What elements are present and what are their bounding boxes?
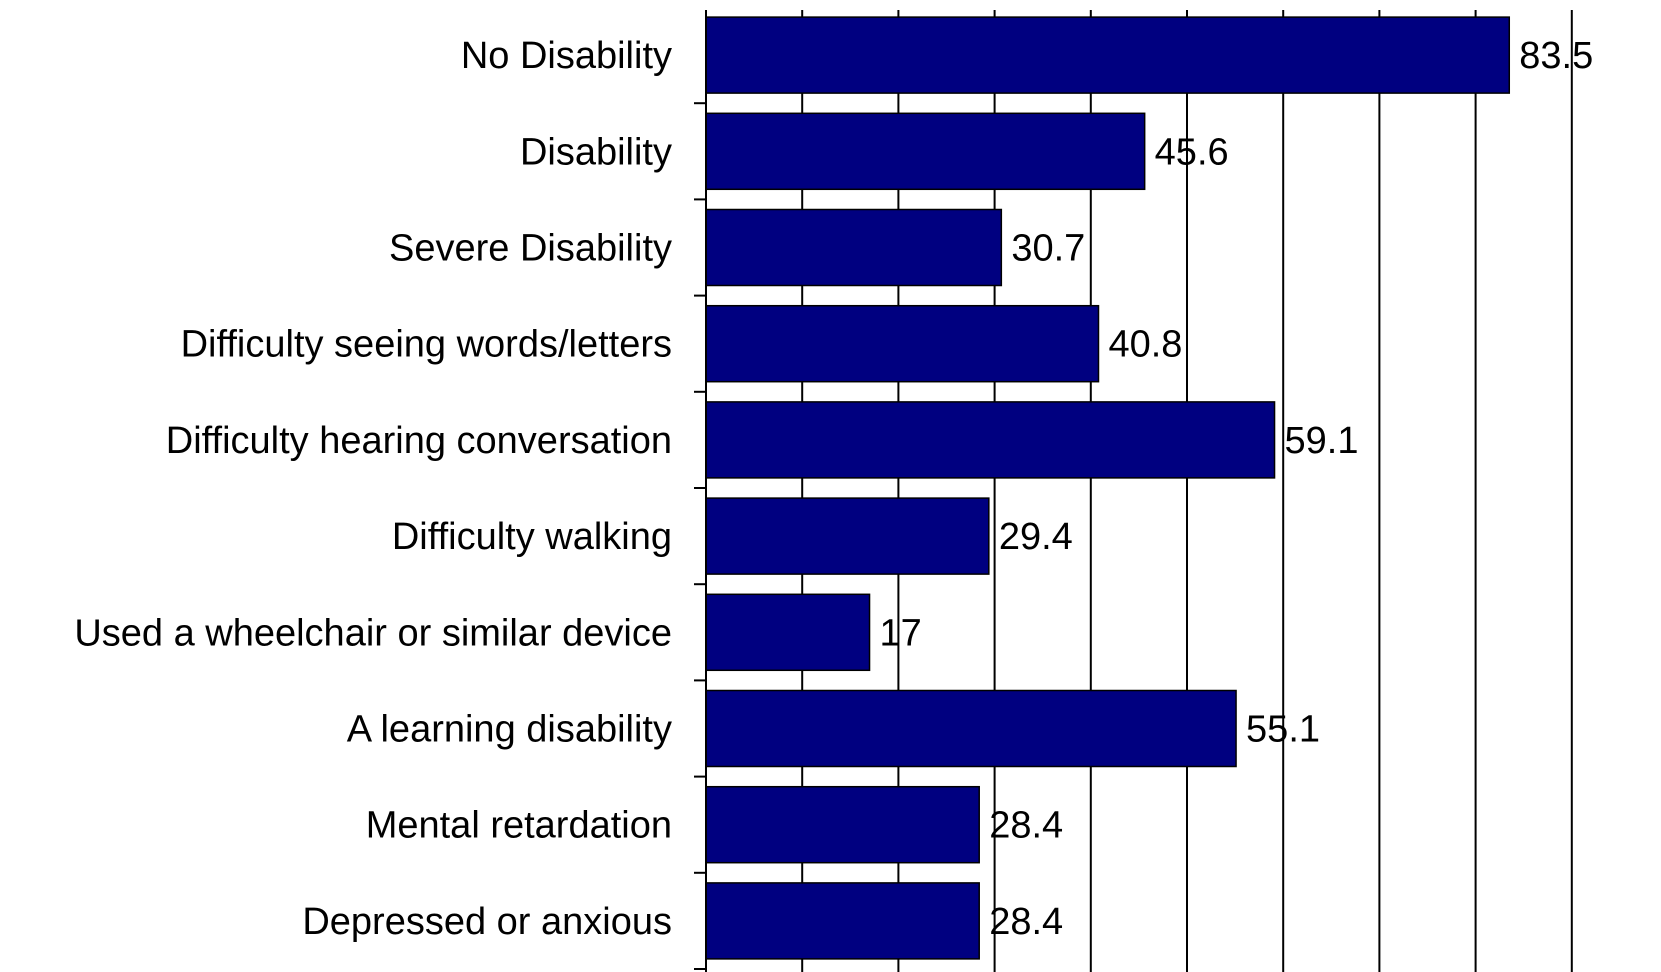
bar (705, 401, 1276, 479)
category-label: No Disability (461, 35, 672, 77)
category-label: Severe Disability (389, 228, 672, 270)
data-label: 30.7 (1011, 228, 1085, 270)
data-label: 29.4 (999, 516, 1073, 558)
category-label: Difficulty seeing words/letters (181, 324, 672, 366)
bar (705, 882, 980, 960)
bar (705, 689, 1237, 768)
data-label: 55.1 (1246, 709, 1320, 751)
bar (705, 112, 1146, 191)
bar (705, 304, 1100, 383)
data-label: 40.8 (1108, 324, 1182, 366)
category-label: A learning disability (347, 709, 672, 751)
value-labels: 83.5 45.6 30.7 40.8 59.1 29.4 17 55.1 28.4 28.4 (880, 35, 1594, 943)
y-axis (694, 10, 707, 972)
category-labels: No Disability Disability Severe Disability… (74, 35, 672, 943)
data-label: 59.1 (1285, 420, 1359, 462)
bar (705, 497, 990, 575)
data-label: 28.4 (989, 901, 1063, 943)
data-label: 28.4 (989, 805, 1063, 847)
bars (705, 16, 1511, 960)
data-label: 45.6 (1155, 131, 1229, 173)
data-label: 83.5 (1519, 35, 1593, 77)
category-label: Depressed or anxious (302, 901, 672, 943)
bar (705, 16, 1511, 94)
bar (705, 593, 871, 672)
category-label: Difficulty walking (392, 516, 672, 558)
bar (705, 208, 1003, 287)
category-label: Used a wheelchair or similar device (74, 612, 672, 654)
category-label: Difficulty hearing conversation (166, 420, 672, 462)
category-label: Mental retardation (366, 805, 672, 847)
category-label: Disability (520, 131, 672, 173)
bar (705, 785, 980, 864)
data-label: 17 (880, 612, 922, 654)
